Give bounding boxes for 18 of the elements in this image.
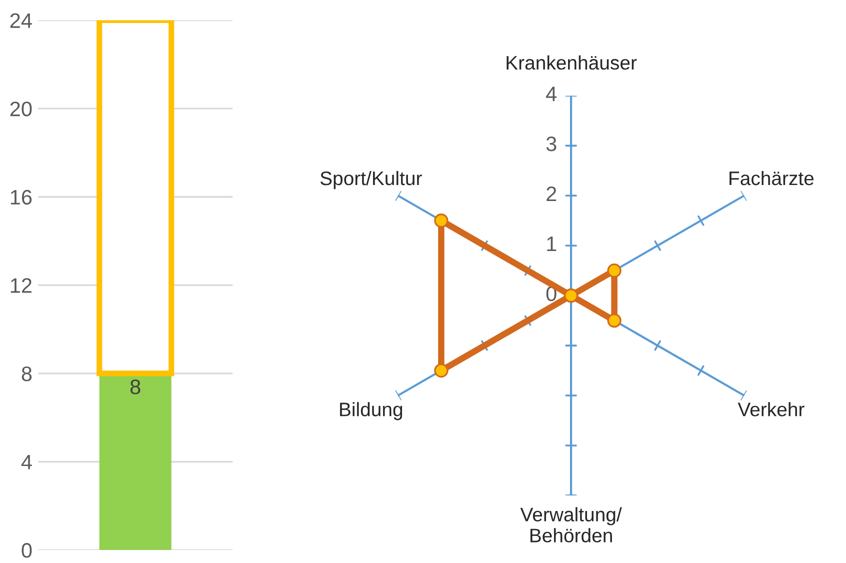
y-tick-label: 3: [546, 136, 556, 152]
y-tick-label: 8: [22, 366, 32, 382]
y-tick-label: 12: [10, 278, 32, 293]
y-tick-label: 1: [547, 236, 556, 251]
spoke-label: Verkehr: [738, 402, 804, 416]
y-tick-label: 24: [10, 13, 32, 28]
y-tick-label: 0: [22, 543, 32, 558]
y-tick-label: 4: [21, 454, 32, 470]
y-tick-label: 4: [546, 86, 557, 102]
spoke-label: Fachärzte: [730, 170, 814, 186]
data-label: 8: [130, 380, 140, 394]
y-tick-label: 2: [546, 186, 556, 202]
spoke-label: Krankenhäuser: [506, 55, 637, 70]
y-tick-label: 20: [10, 102, 32, 116]
y-tick-label: 16: [10, 190, 32, 205]
spoke-label: Verwaltung/ Behörden: [520, 507, 622, 542]
spoke-label: Bildung: [340, 402, 402, 420]
spoke-label: Sport/Kultur: [320, 170, 422, 190]
